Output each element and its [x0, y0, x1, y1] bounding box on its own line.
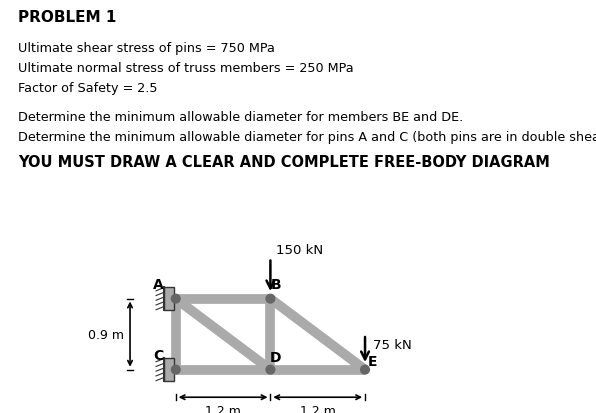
Text: C: C [153, 348, 163, 362]
Text: A: A [153, 277, 164, 291]
Circle shape [266, 294, 275, 303]
Text: 150 kN: 150 kN [276, 244, 323, 256]
Text: 1.2 m: 1.2 m [300, 404, 336, 413]
Text: Ultimate normal stress of truss members = 250 MPa: Ultimate normal stress of truss members … [18, 62, 353, 75]
Text: YOU MUST DRAW A CLEAR AND COMPLETE FREE-BODY DIAGRAM: YOU MUST DRAW A CLEAR AND COMPLETE FREE-… [18, 155, 550, 170]
Text: 0.9 m: 0.9 m [88, 328, 124, 341]
Text: B: B [271, 277, 281, 291]
Bar [164, 287, 174, 311]
Circle shape [266, 366, 275, 374]
Text: Determine the minimum allowable diameter for members BE and DE.: Determine the minimum allowable diameter… [18, 111, 463, 123]
Text: PROBLEM 1: PROBLEM 1 [18, 10, 116, 25]
Text: Ultimate shear stress of pins = 750 MPa: Ultimate shear stress of pins = 750 MPa [18, 42, 275, 55]
Text: E: E [368, 354, 378, 368]
Text: D: D [270, 350, 282, 364]
Text: 1.2 m: 1.2 m [205, 404, 241, 413]
Circle shape [172, 366, 180, 374]
Text: 75 kN: 75 kN [373, 338, 412, 351]
Circle shape [172, 294, 180, 303]
Text: Determine the minimum allowable diameter for pins A and C (both pins are in doub: Determine the minimum allowable diameter… [18, 131, 596, 143]
Bar [164, 358, 174, 382]
Text: Factor of Safety = 2.5: Factor of Safety = 2.5 [18, 82, 157, 95]
Circle shape [361, 366, 370, 374]
